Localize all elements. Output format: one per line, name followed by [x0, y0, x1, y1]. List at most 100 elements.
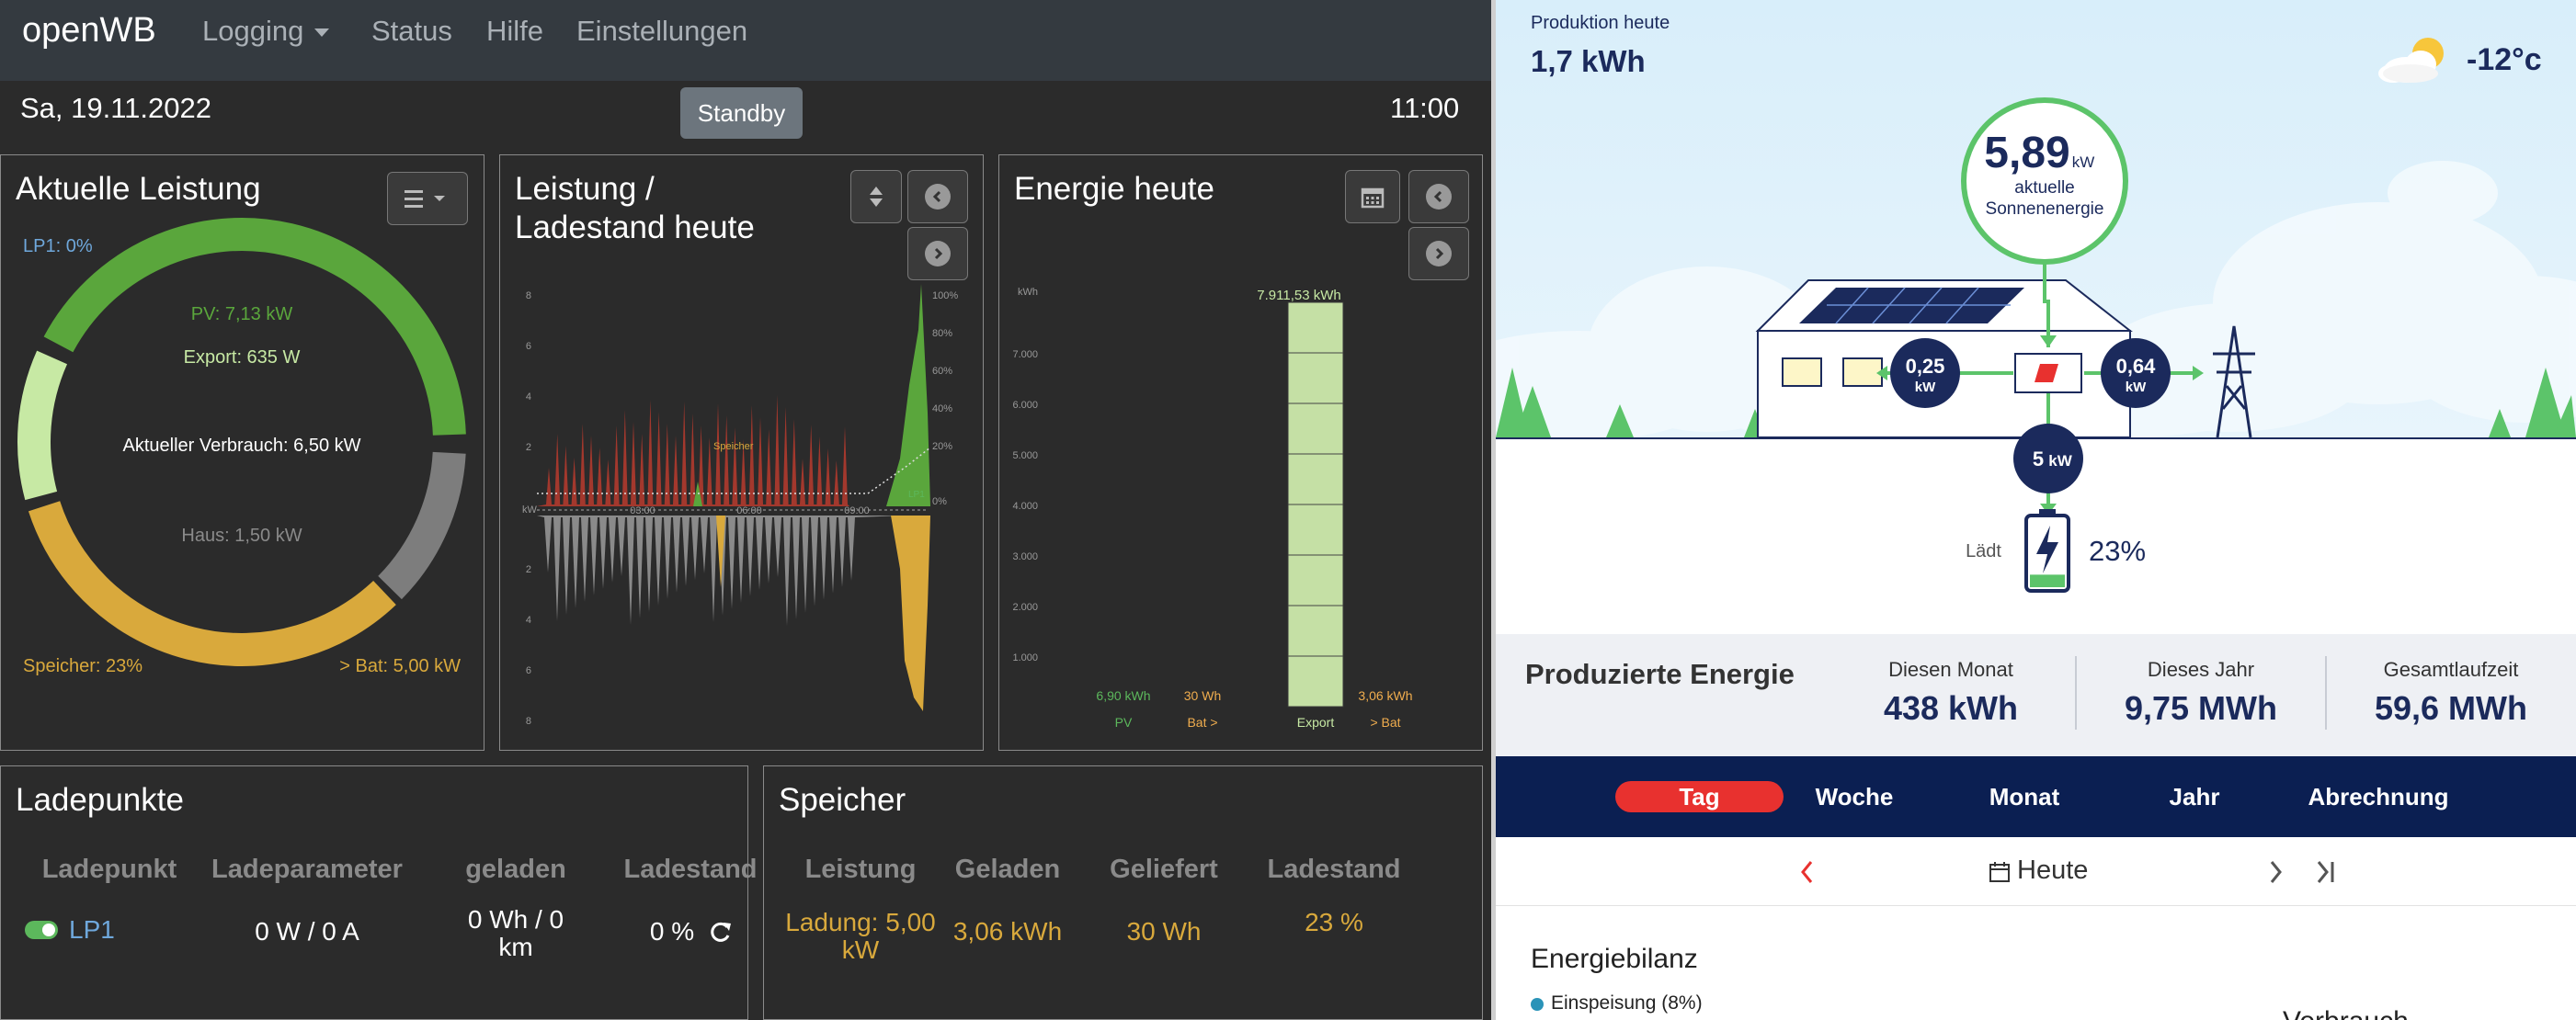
tab-woche[interactable]: Woche: [1815, 782, 1894, 810]
sun-energy-value: 5,89: [1984, 129, 2069, 177]
skip-to-end-icon[interactable]: [2314, 858, 2338, 886]
period-label[interactable]: Heute: [2017, 856, 2089, 885]
lp1-toggle[interactable]: [25, 921, 58, 939]
value-label: 6,90 kWh: [1096, 688, 1150, 703]
house-node-value: 0,25: [1906, 355, 1945, 378]
power-history-chart: 8 6 4 2 kW 2 4 6 8 100% 80% 60% 40% 20% …: [522, 284, 958, 727]
verbrauch-label: Aktueller Verbrauch: 6,50 kW: [122, 436, 360, 456]
sun-energy-circle: [1961, 97, 2128, 265]
y-tick: 8: [526, 716, 531, 727]
y-tick: 4: [526, 391, 531, 402]
y-tick: 1.000: [1012, 652, 1038, 663]
solar-app: 5,89 kW aktuelle Sonnenenergie 0,25 kW 0…: [1496, 0, 2576, 1020]
x-tick: 09:00: [844, 505, 870, 516]
power-card: Aktuelle Leistung LP1: 0% PV: 7,13 kW Ex…: [0, 154, 484, 751]
stat-value: 59,6 MWh: [2374, 689, 2528, 727]
tab-tag[interactable]: Tag: [1615, 781, 1784, 812]
battery-status: Lädt: [1966, 541, 2001, 561]
sort-icon: [870, 187, 883, 207]
nav-status[interactable]: Status: [371, 15, 452, 47]
house: [1755, 279, 2133, 438]
energy-bar-chart: kWh 7.000 6.000 5.000 4.000 3.000 2.000 …: [1012, 287, 1412, 730]
battery-node-value: 5: [2033, 448, 2044, 470]
col-leistung: Leistung: [804, 855, 917, 884]
brand-logo[interactable]: openWB: [22, 11, 156, 50]
calendar-button[interactable]: [1345, 170, 1400, 223]
haus-label: Haus: 1,50 kW: [181, 526, 302, 546]
chevron-right-icon[interactable]: [2266, 858, 2285, 886]
value-label: 3,06 kWh: [1358, 688, 1412, 703]
battery-percent: 23%: [2089, 535, 2146, 567]
energy-card: Energie heute kWh 7.000 6.000 5.000 4.00…: [998, 154, 1483, 751]
prev-day-button[interactable]: [1408, 170, 1469, 223]
stat-value: 9,75 MWh: [2124, 689, 2278, 727]
verbrauch-series: [537, 395, 849, 506]
speicher-leistung-line2: kW: [841, 935, 880, 964]
x-tick: 06:00: [736, 505, 762, 516]
speicher-ladestand: 23 %: [1305, 908, 1363, 936]
einspeisung-legend: Einspeisung (8%): [1551, 992, 1703, 1014]
lp1-name[interactable]: LP1: [69, 915, 115, 944]
produktion-label: Produktion heute: [1531, 13, 1670, 33]
navbar: openWB Logging Status Hilfe Einstellunge…: [0, 0, 1491, 81]
speicher-series: [891, 516, 930, 711]
grid-node: [2101, 338, 2171, 408]
speicher-title: Speicher: [779, 782, 906, 818]
produktion-value: 1,7 kWh: [1531, 44, 1646, 78]
donut-segment-pv: [43, 218, 466, 436]
openwb-app: openWB Logging Status Hilfe Einstellunge…: [0, 0, 1491, 1020]
next-day-button[interactable]: [907, 227, 968, 280]
chevron-left-icon: [925, 184, 951, 210]
chevron-right-icon: [925, 241, 951, 266]
house-node-unit: kW: [1915, 380, 1936, 395]
donut-segment-export: [17, 350, 68, 501]
tab-monat[interactable]: Monat: [1989, 782, 2060, 810]
status-button[interactable]: Standby: [680, 87, 803, 139]
power-history-title-line1: Leistung /: [515, 171, 655, 207]
power-history-card: Leistung / Ladestand heute 8 6 4 2 kW 2 4…: [499, 154, 984, 751]
lp1-series-label: LP1: [908, 490, 925, 500]
sort-button[interactable]: [850, 170, 902, 223]
chevron-left-icon: [1426, 184, 1452, 210]
nav-logging[interactable]: Logging: [202, 15, 330, 48]
temperature: -12°c: [2467, 42, 2542, 77]
chevron-left-icon[interactable]: [1798, 858, 1817, 886]
power-card-title: Aktuelle Leistung: [16, 171, 261, 207]
split-divider: [1491, 0, 1496, 1020]
speicher-series-label: Speicher: [713, 441, 754, 452]
y-tick: 4.000: [1012, 501, 1038, 512]
power-menu-button[interactable]: [387, 172, 468, 225]
y-right-tick: 80%: [932, 328, 952, 339]
tab-jahr[interactable]: Jahr: [2169, 782, 2220, 810]
category-label: Bat >: [1187, 715, 1217, 730]
battery-node: [2013, 424, 2083, 493]
y-tick: 6: [526, 341, 531, 352]
nav-hilfe[interactable]: Hilfe: [486, 15, 544, 47]
lp1-geladen-line2: km: [498, 933, 533, 961]
stat-label: Diesen Monat: [1888, 658, 2013, 681]
chevron-down-icon: [314, 28, 330, 38]
col-ladeparameter: Ladeparameter: [211, 855, 403, 884]
y-right-tick: 0%: [932, 496, 947, 507]
next-day-button[interactable]: [1408, 227, 1469, 280]
refresh-icon[interactable]: [709, 920, 733, 944]
nav-logging-label: Logging: [202, 15, 304, 47]
donut-segment-bat: [28, 501, 396, 666]
speicher-series-early: [716, 516, 725, 587]
sun-energy-unit: kW: [2072, 153, 2095, 171]
sun-label-1: aktuelle: [2014, 178, 2075, 198]
prev-day-button[interactable]: [907, 170, 968, 223]
stat-label: Dieses Jahr: [2147, 658, 2255, 681]
nav-einstellungen[interactable]: Einstellungen: [576, 15, 748, 47]
tab-abrechnung[interactable]: Abrechnung: [2308, 782, 2449, 810]
y-tick: 5.000: [1012, 450, 1038, 461]
y-tick: 6.000: [1012, 400, 1038, 411]
energy-card-title: Energie heute: [1014, 171, 1214, 207]
lp1-label: LP1: 0%: [23, 236, 93, 256]
battery-level-fill: [2030, 574, 2065, 587]
current-time: 11:00: [1390, 92, 1460, 124]
battery-node-unit: kW: [2048, 452, 2072, 470]
y-tick: 8: [526, 290, 531, 301]
y-right-tick: 40%: [932, 403, 952, 414]
lp1-geladen-line1: 0 Wh / 0: [467, 905, 564, 934]
